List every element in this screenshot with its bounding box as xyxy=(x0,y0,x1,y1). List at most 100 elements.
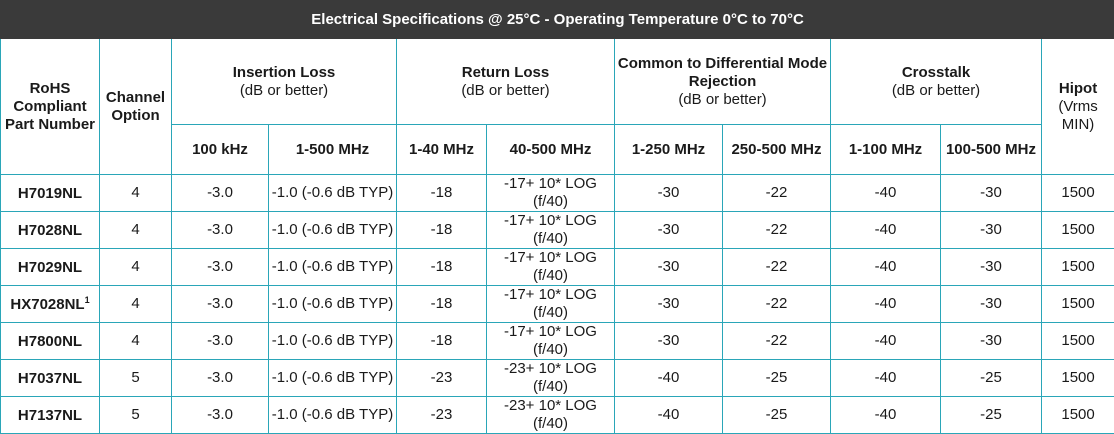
part-number: H7800NL xyxy=(18,333,82,350)
il-1-500mhz-cell: -1.0 (-0.6 dB TYP) xyxy=(269,212,397,249)
return-loss-label: Return Loss xyxy=(462,64,550,81)
rl-1-40mhz-cell: -18 xyxy=(397,175,487,212)
channel-cell: 5 xyxy=(100,360,172,397)
channel-cell: 4 xyxy=(100,249,172,286)
part-number-cell: H7019NL xyxy=(1,175,100,212)
cm-1-250mhz-cell: -30 xyxy=(615,249,723,286)
hipot-label: Hipot xyxy=(1059,80,1097,97)
cm-1-250mhz-cell: -30 xyxy=(615,286,723,323)
il-1-500mhz-cell: -1.0 (-0.6 dB TYP) xyxy=(269,360,397,397)
il-100khz-cell: -3.0 xyxy=(172,212,269,249)
part-number: H7029NL xyxy=(18,259,82,276)
rl-1-40mhz-cell: -23 xyxy=(397,397,487,434)
part-number: HX7028NL xyxy=(10,296,84,313)
ct-1-100mhz-cell: -40 xyxy=(831,323,941,360)
rl-40-500mhz-cell: -23+ 10* LOG (f/40) xyxy=(487,397,615,434)
part-number-cell: H7800NL xyxy=(1,323,100,360)
table-row: H7800NL 4 -3.0 -1.0 (-0.6 dB TYP) -18 -1… xyxy=(1,323,1114,360)
cmdr-label: Common to Differential Mode Rejection xyxy=(618,55,827,90)
rl-1-40mhz-cell: -23 xyxy=(397,360,487,397)
ct-1-100mhz-cell: -40 xyxy=(831,360,941,397)
hipot-cell: 1500 xyxy=(1042,249,1114,286)
ct-1-100mhz-cell: -40 xyxy=(831,175,941,212)
ct-100-500mhz-cell: -30 xyxy=(941,249,1042,286)
part-number: H7037NL xyxy=(18,370,82,387)
subheader-ct-100-500mhz: 100-500 MHz xyxy=(941,125,1042,175)
channel-cell: 4 xyxy=(100,175,172,212)
subheader-cm-250-500mhz: 250-500 MHz xyxy=(723,125,831,175)
footnote-mark: 1 xyxy=(85,295,90,305)
crosstalk-header: Crosstalk (dB or better) xyxy=(831,39,1042,125)
ct-100-500mhz-cell: -30 xyxy=(941,286,1042,323)
hipot-cell: 1500 xyxy=(1042,397,1114,434)
ct-100-500mhz-cell: -25 xyxy=(941,397,1042,434)
table-row: H7019NL 4 -3.0 -1.0 (-0.6 dB TYP) -18 -1… xyxy=(1,175,1114,212)
subheader-rl-40-500mhz: 40-500 MHz xyxy=(487,125,615,175)
il-1-500mhz-cell: -1.0 (-0.6 dB TYP) xyxy=(269,175,397,212)
il-1-500mhz-cell: -1.0 (-0.6 dB TYP) xyxy=(269,397,397,434)
rl-1-40mhz-cell: -18 xyxy=(397,286,487,323)
hipot-header: Hipot (Vrms MIN) xyxy=(1042,39,1114,175)
channel-cell: 5 xyxy=(100,397,172,434)
cm-250-500mhz-cell: -22 xyxy=(723,212,831,249)
il-100khz-cell: -3.0 xyxy=(172,360,269,397)
part-number-cell: HX7028NL1 xyxy=(1,286,100,323)
subheader-rl-1-40mhz: 1-40 MHz xyxy=(397,125,487,175)
rl-1-40mhz-cell: -18 xyxy=(397,212,487,249)
ct-100-500mhz-cell: -30 xyxy=(941,323,1042,360)
part-number-cell: H7037NL xyxy=(1,360,100,397)
il-100khz-cell: -3.0 xyxy=(172,323,269,360)
il-1-500mhz-cell: -1.0 (-0.6 dB TYP) xyxy=(269,286,397,323)
hipot-unit: (Vrms MIN) xyxy=(1044,98,1112,134)
part-number: H7137NL xyxy=(18,407,82,424)
table-row: HX7028NL1 4 -3.0 -1.0 (-0.6 dB TYP) -18 … xyxy=(1,286,1114,323)
crosstalk-unit: (dB or better) xyxy=(833,82,1039,100)
cm-1-250mhz-cell: -30 xyxy=(615,175,723,212)
il-1-500mhz-cell: -1.0 (-0.6 dB TYP) xyxy=(269,323,397,360)
return-loss-header: Return Loss (dB or better) xyxy=(397,39,615,125)
rl-40-500mhz-cell: -17+ 10* LOG (f/40) xyxy=(487,212,615,249)
table-row: H7029NL 4 -3.0 -1.0 (-0.6 dB TYP) -18 -1… xyxy=(1,249,1114,286)
il-100khz-cell: -3.0 xyxy=(172,175,269,212)
cm-250-500mhz-cell: -25 xyxy=(723,360,831,397)
rl-1-40mhz-cell: -18 xyxy=(397,249,487,286)
hipot-cell: 1500 xyxy=(1042,175,1114,212)
cm-1-250mhz-cell: -40 xyxy=(615,397,723,434)
channel-cell: 4 xyxy=(100,323,172,360)
ct-1-100mhz-cell: -40 xyxy=(831,286,941,323)
insertion-loss-unit: (dB or better) xyxy=(174,82,394,100)
cm-250-500mhz-cell: -22 xyxy=(723,323,831,360)
cm-1-250mhz-cell: -40 xyxy=(615,360,723,397)
rl-40-500mhz-cell: -17+ 10* LOG (f/40) xyxy=(487,286,615,323)
spec-table-container: Electrical Specifications @ 25°C - Opera… xyxy=(0,0,1114,415)
insertion-loss-label: Insertion Loss xyxy=(233,64,336,81)
cm-250-500mhz-cell: -22 xyxy=(723,249,831,286)
table-row: H7137NL 5 -3.0 -1.0 (-0.6 dB TYP) -23 -2… xyxy=(1,397,1114,434)
title-row: Electrical Specifications @ 25°C - Opera… xyxy=(1,1,1114,39)
il-100khz-cell: -3.0 xyxy=(172,249,269,286)
il-100khz-cell: -3.0 xyxy=(172,286,269,323)
table-title: Electrical Specifications @ 25°C - Opera… xyxy=(1,1,1114,39)
ct-100-500mhz-cell: -30 xyxy=(941,175,1042,212)
group-header-row: RoHS Compliant Part Number Channel Optio… xyxy=(1,39,1114,125)
rl-1-40mhz-cell: -18 xyxy=(397,323,487,360)
rl-40-500mhz-cell: -23+ 10* LOG (f/40) xyxy=(487,360,615,397)
part-number-header: RoHS Compliant Part Number xyxy=(1,39,100,175)
crosstalk-label: Crosstalk xyxy=(902,64,970,81)
table-row: H7037NL 5 -3.0 -1.0 (-0.6 dB TYP) -23 -2… xyxy=(1,360,1114,397)
cm-250-500mhz-cell: -25 xyxy=(723,397,831,434)
rl-40-500mhz-cell: -17+ 10* LOG (f/40) xyxy=(487,175,615,212)
hipot-cell: 1500 xyxy=(1042,323,1114,360)
hipot-cell: 1500 xyxy=(1042,360,1114,397)
ct-100-500mhz-cell: -25 xyxy=(941,360,1042,397)
table-row: H7028NL 4 -3.0 -1.0 (-0.6 dB TYP) -18 -1… xyxy=(1,212,1114,249)
part-number-cell: H7137NL xyxy=(1,397,100,434)
hipot-cell: 1500 xyxy=(1042,212,1114,249)
subheader-ct-1-100mhz: 1-100 MHz xyxy=(831,125,941,175)
subheader-il-100khz: 100 kHz xyxy=(172,125,269,175)
return-loss-unit: (dB or better) xyxy=(399,82,612,100)
ct-1-100mhz-cell: -40 xyxy=(831,397,941,434)
cm-1-250mhz-cell: -30 xyxy=(615,323,723,360)
part-number: H7019NL xyxy=(18,185,82,202)
